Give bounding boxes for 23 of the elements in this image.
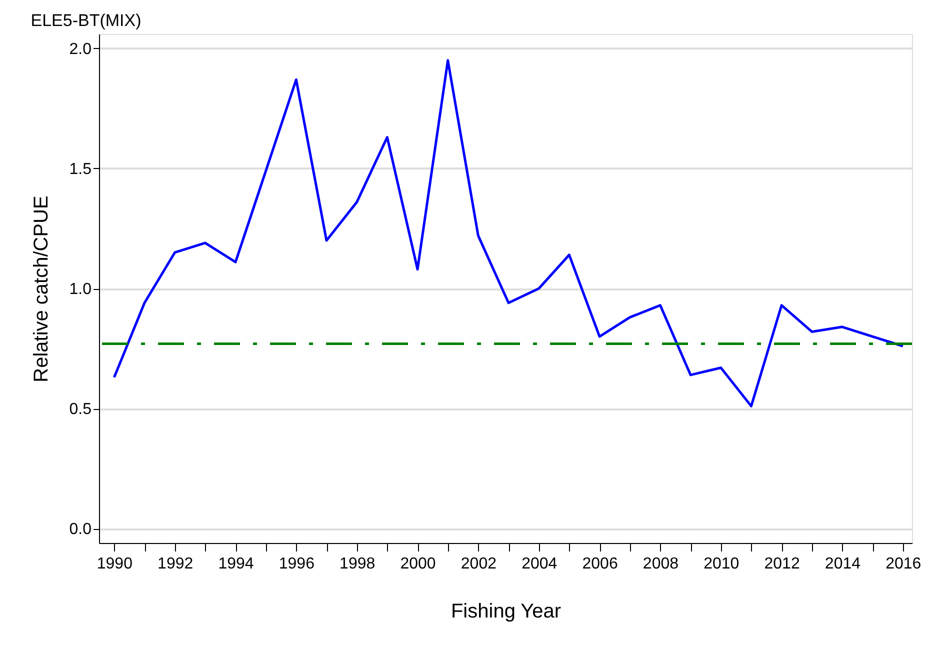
x-tick-label: 2000 <box>400 556 436 572</box>
line-series <box>112 59 904 408</box>
chart-title: ELE5-BT(MIX) <box>30 11 142 30</box>
x-tick-label: 1998 <box>340 556 376 572</box>
x-tick-label: 2008 <box>642 556 679 572</box>
y-tick-label: 2.0 <box>69 40 92 58</box>
x-tick-label: 2004 <box>522 556 558 572</box>
x-tick-label: 2006 <box>582 556 618 572</box>
y-tick-label: 0.5 <box>69 401 92 418</box>
x-tick-label: 2002 <box>460 556 497 572</box>
x-tick-label: 1996 <box>278 556 315 572</box>
x-axis-title: Fishing Year <box>450 600 562 622</box>
y-tick-label: 0.0 <box>69 521 92 538</box>
x-tick-label: 2010 <box>704 556 740 572</box>
y-tick-label: 1.5 <box>69 160 92 178</box>
x-tick-label: 1992 <box>158 556 194 572</box>
x-tick-label: 2016 <box>886 556 922 572</box>
y-tick-label: 1.0 <box>69 281 92 298</box>
y-axis-title: Relative catch/CPUE <box>30 196 52 382</box>
x-tick-label: 1990 <box>96 556 133 572</box>
x-tick-label: 1994 <box>218 556 254 572</box>
x-tick-label: 2012 <box>764 556 800 572</box>
x-tick-label: 2014 <box>824 556 861 572</box>
